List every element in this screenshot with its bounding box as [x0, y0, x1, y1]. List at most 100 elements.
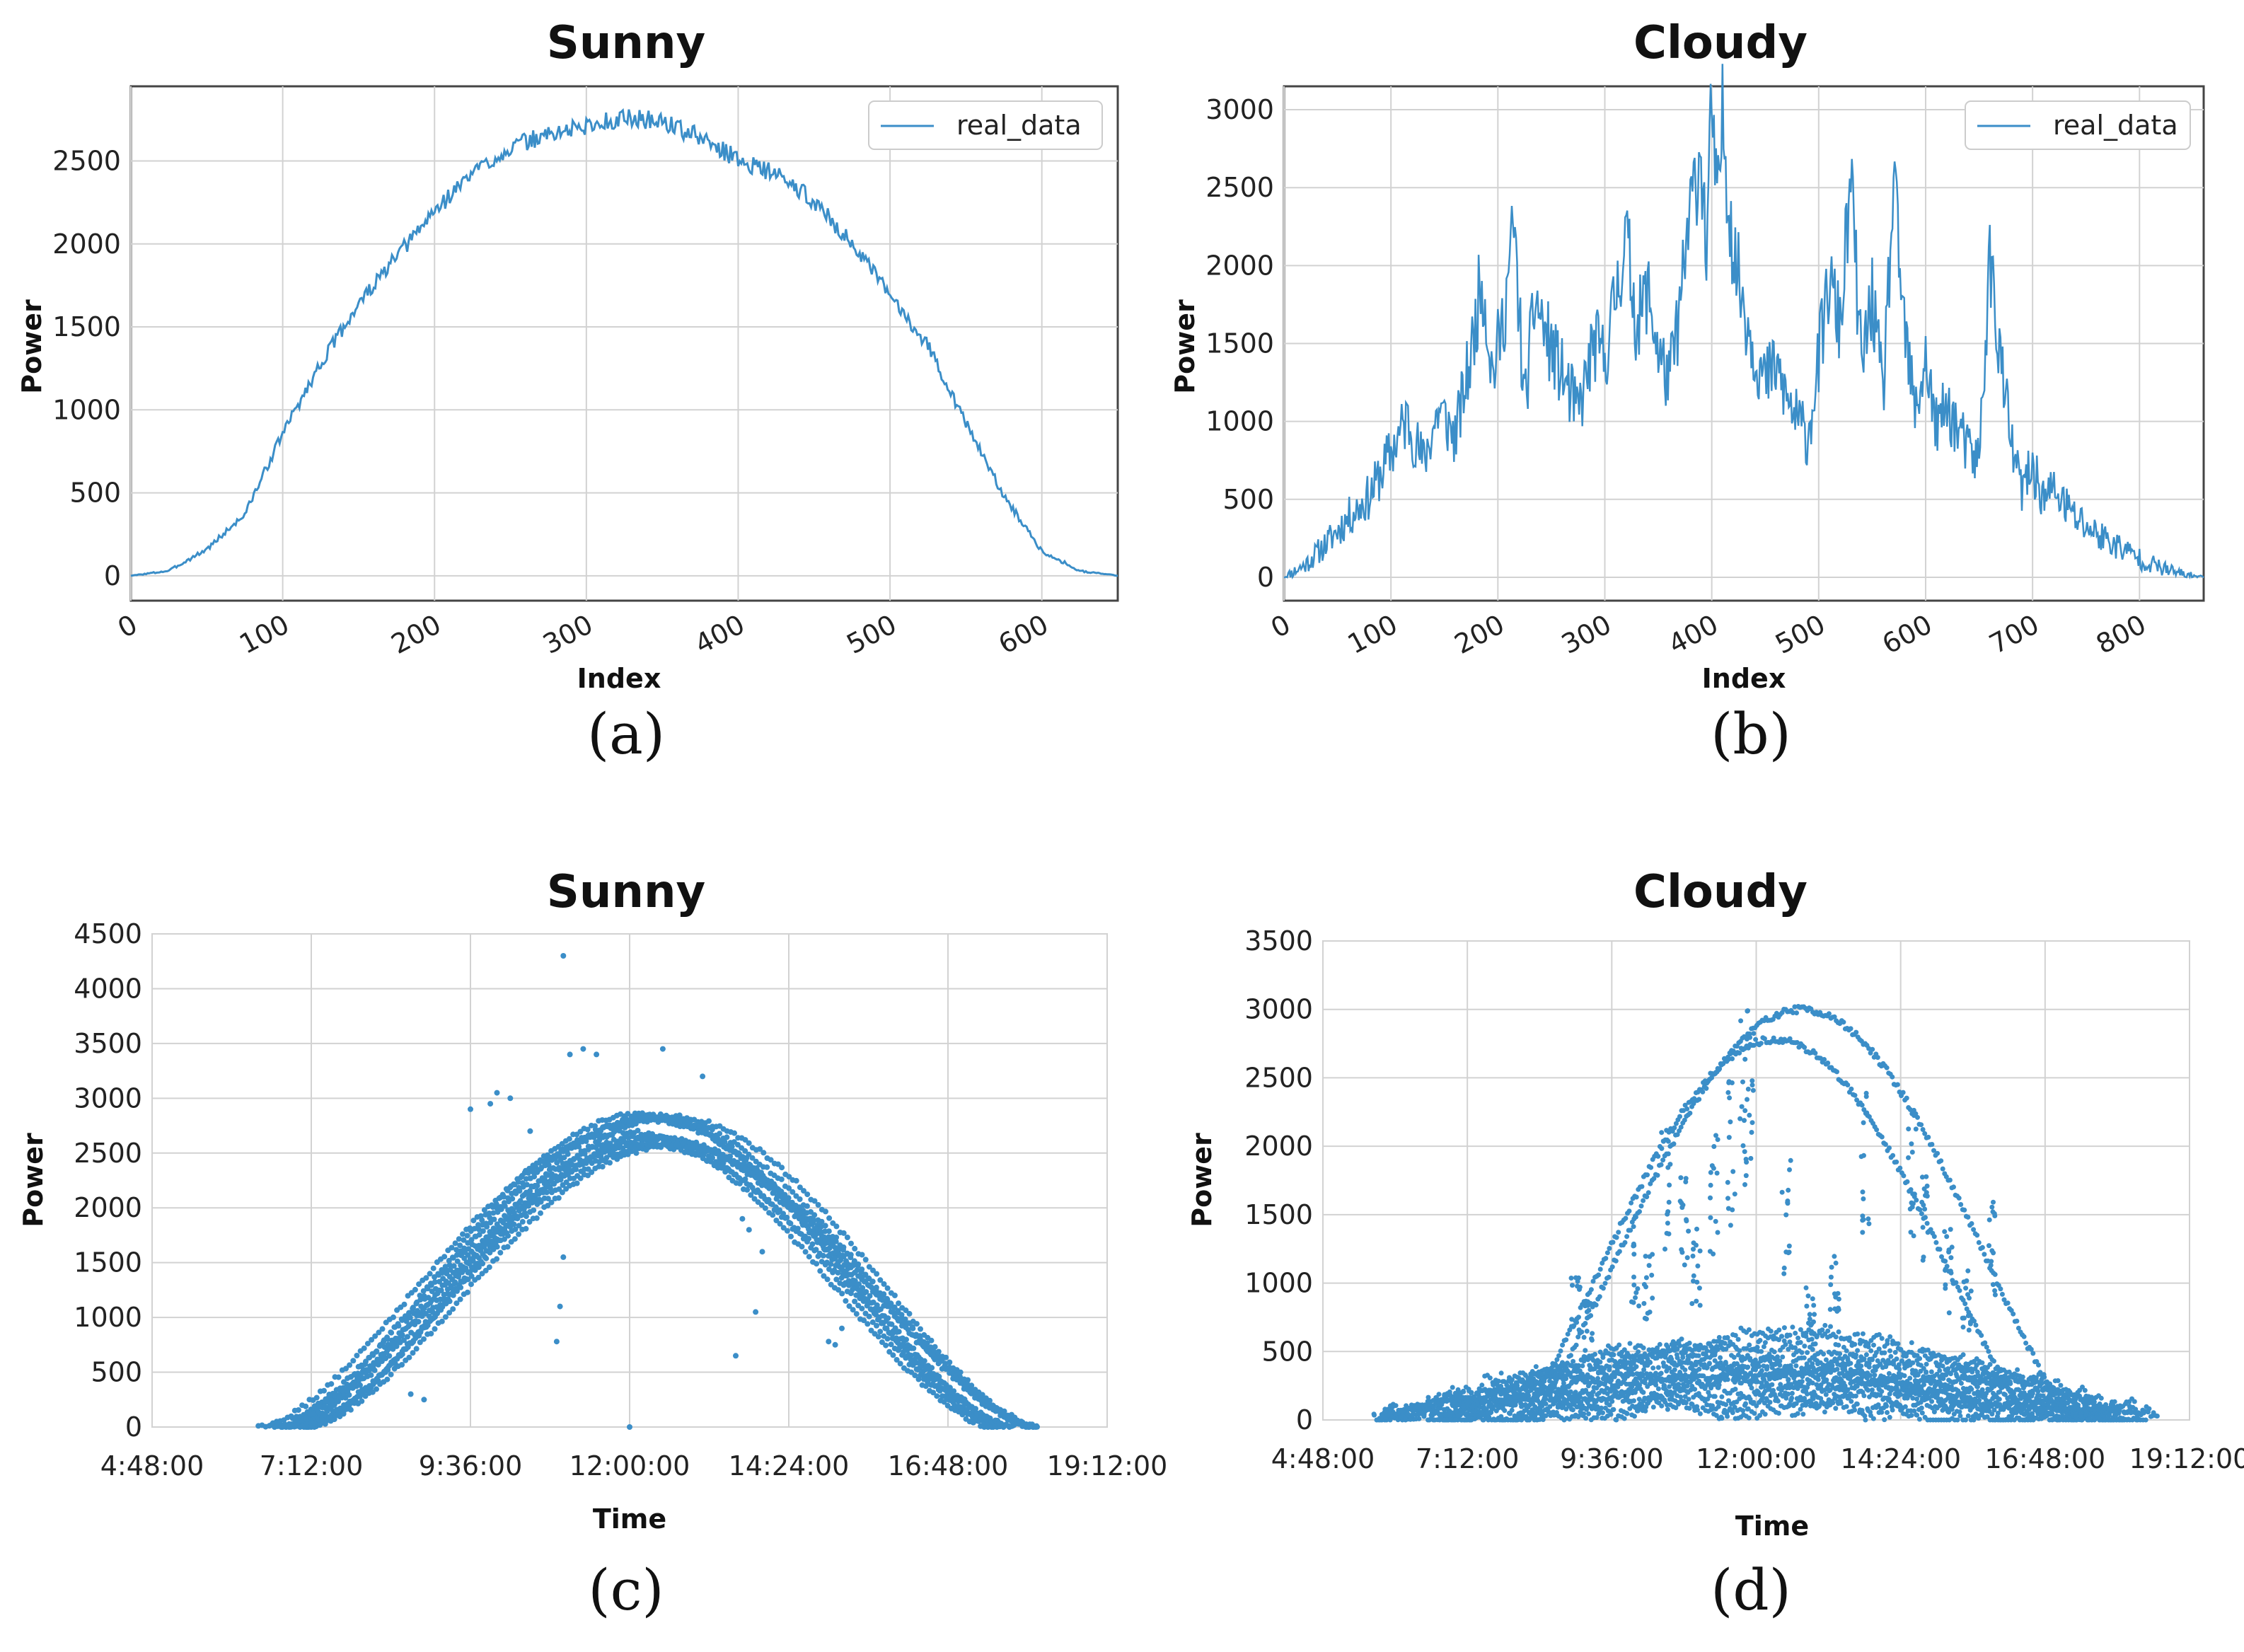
scatter-point [625, 1148, 632, 1154]
scatter-point [891, 1313, 898, 1319]
scatter-point [768, 1157, 774, 1163]
scatter-point [758, 1169, 764, 1176]
scatter-point [1845, 1082, 1851, 1087]
scatter-point [403, 1346, 409, 1352]
scatter-point [797, 1230, 803, 1237]
scatter-point [446, 1280, 451, 1286]
scatter-point [480, 1261, 486, 1266]
scatter-point [909, 1324, 915, 1330]
scatter-point [915, 1354, 922, 1361]
chart-title: Cloudy [1633, 17, 1808, 69]
scatter-point [435, 1271, 441, 1277]
scatter-point [840, 1230, 847, 1236]
scatter-point [417, 1339, 423, 1346]
scatter-point [855, 1273, 862, 1279]
scatter-point [562, 1167, 568, 1173]
y-tick-label: 1500 [1205, 328, 1274, 359]
scatter-point [1973, 1322, 1979, 1328]
scatter-point [1746, 1327, 1752, 1332]
scatter-point [379, 1326, 386, 1332]
scatter-point [1703, 1345, 1708, 1351]
scatter-point [775, 1209, 781, 1215]
scatter-point [350, 1358, 357, 1364]
scatter-point [1868, 1348, 1874, 1353]
scatter-point [864, 1321, 871, 1327]
scatter-point [868, 1300, 874, 1306]
scatter-point [833, 1238, 839, 1244]
scatter-point [2098, 1395, 2104, 1401]
scatter-point [1860, 1331, 1866, 1336]
scatter-point [1871, 1342, 1876, 1348]
scatter-point [567, 1051, 573, 1058]
scatter-point [424, 1322, 431, 1329]
scatter-point [1731, 1355, 1737, 1360]
scatter-point [361, 1345, 367, 1351]
scatter-point [994, 1408, 1000, 1414]
scatter-point [1704, 1085, 1709, 1091]
scatter-point [489, 1232, 495, 1239]
scatter-point [424, 1284, 430, 1290]
scatter-point [1586, 1411, 1591, 1416]
scatter-point [1947, 1177, 1953, 1183]
scatter-point [509, 1196, 516, 1202]
x-axis-label: Time [593, 1503, 666, 1535]
scatter-point [1575, 1363, 1581, 1368]
scatter-point [627, 1118, 633, 1124]
y-axis-label: Power [1169, 299, 1201, 394]
scatter-point [532, 1182, 538, 1189]
scatter-point [1875, 1055, 1880, 1061]
scatter-point [481, 1207, 487, 1213]
scatter-point [490, 1210, 497, 1216]
scatter-point [1938, 1158, 1944, 1164]
scatter-point [947, 1370, 953, 1376]
scatter-point [873, 1291, 879, 1298]
scatter-point [771, 1186, 777, 1191]
legend-box [1965, 100, 2191, 150]
scatter-point [525, 1191, 531, 1197]
scatter-point [1914, 1197, 1919, 1203]
scatter-point [1617, 1342, 1622, 1348]
scatter-point [449, 1244, 455, 1251]
scatter-point [2036, 1362, 2041, 1368]
scatter-point [1607, 1246, 1612, 1251]
scatter-point [376, 1329, 382, 1336]
x-tick-label: 200 [386, 608, 446, 660]
scatter-point [746, 1167, 752, 1173]
scatter-point [428, 1331, 434, 1336]
scatter-point [1814, 1334, 1820, 1340]
scatter-point [1033, 1424, 1039, 1430]
scatter-point [779, 1194, 785, 1200]
y-tick-label: 3000 [74, 1082, 142, 1114]
scatter-point [446, 1298, 453, 1305]
scatter-point [751, 1196, 758, 1202]
scatter-point [1900, 1090, 1906, 1095]
scatter-point [1641, 1345, 1646, 1351]
scatter-point [921, 1344, 927, 1350]
scatter-point [395, 1321, 401, 1327]
scatter-point [866, 1283, 872, 1289]
scatter-point [295, 1407, 301, 1413]
scatter-point [1810, 1346, 1815, 1352]
scatter-point [773, 1218, 780, 1223]
scatter-point [407, 1315, 413, 1321]
scatter-point [923, 1363, 929, 1369]
scatter-point [746, 1227, 752, 1233]
y-tick-label: 500 [1261, 1336, 1313, 1367]
scatter-point [1762, 1340, 1768, 1346]
scatter-point [407, 1391, 414, 1397]
scatter-point [1675, 1393, 1680, 1399]
scatter-point [1717, 1066, 1723, 1072]
scatter-point [833, 1276, 840, 1283]
scatter-point [905, 1342, 911, 1348]
scatter-point [748, 1192, 754, 1198]
scatter-point [374, 1376, 380, 1382]
scatter-point [1802, 1044, 1808, 1050]
scatter-point [1790, 1010, 1795, 1015]
scatter-point [476, 1232, 482, 1238]
scatter-point [1711, 1339, 1717, 1344]
scatter-point [540, 1186, 546, 1193]
scatter-point [1860, 1339, 1866, 1344]
scatter-point [1762, 1036, 1767, 1041]
scatter-point [786, 1174, 792, 1180]
